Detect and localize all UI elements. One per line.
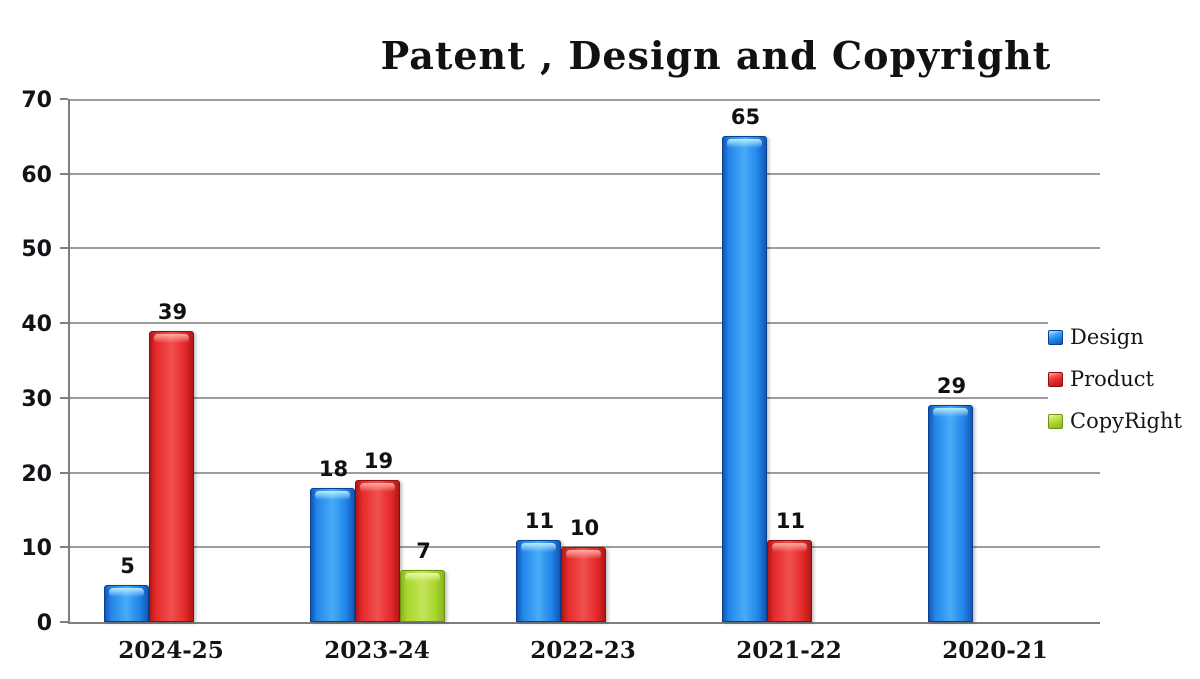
- bar-shine: [154, 334, 189, 343]
- bar-design-2023-24: [310, 488, 355, 622]
- y-axis-tick-20: [60, 472, 68, 474]
- bar-shine: [360, 483, 395, 492]
- legend: Design Product CopyRight: [1048, 316, 1186, 442]
- legend-swatch-design-icon: [1048, 329, 1063, 345]
- legend-label-copyright: CopyRight: [1070, 409, 1182, 433]
- bar-value-product-2021-22: 11: [775, 509, 806, 533]
- y-axis-label-50: 50: [21, 237, 52, 262]
- y-axis-tick-30: [60, 397, 68, 399]
- legend-item-product: Product: [1048, 358, 1186, 400]
- bar-design-2024-25: [104, 585, 149, 622]
- bar-shine: [405, 573, 440, 582]
- bar-value-design-2022-23: 11: [524, 509, 555, 533]
- bar-shine: [521, 543, 556, 552]
- y-axis-label-30: 30: [21, 387, 52, 412]
- y-axis-label-10: 10: [21, 536, 52, 561]
- x-axis-label-2024-25: 2024-25: [118, 637, 224, 664]
- chart-title: Patent , Design and Copyright: [380, 33, 1052, 78]
- y-axis-label-70: 70: [21, 88, 52, 113]
- bar-value-design-2023-24: 18: [318, 457, 349, 481]
- x-axis-label-2023-24: 2023-24: [324, 637, 430, 664]
- legend-label-product: Product: [1070, 367, 1154, 391]
- bar-shine: [315, 491, 350, 500]
- gridline-70: [70, 99, 1100, 101]
- y-axis-tick-60: [60, 173, 68, 175]
- legend-swatch-copyright-icon: [1048, 413, 1063, 429]
- bar-copyright-2023-24: [400, 570, 445, 622]
- bar-value-design-2024-25: 5: [120, 554, 135, 578]
- bar-design-2022-23: [516, 540, 561, 622]
- y-axis-tick-50: [60, 247, 68, 249]
- legend-label-design: Design: [1070, 325, 1144, 349]
- bar-value-product-2022-23: 10: [569, 516, 600, 540]
- bar-shine: [933, 408, 968, 417]
- y-axis-tick-0: [60, 621, 68, 623]
- gridline-40: [70, 322, 1100, 324]
- y-axis-label-20: 20: [21, 462, 52, 487]
- bar-value-product-2024-25: 39: [157, 300, 188, 324]
- bar-product-2022-23: [561, 547, 606, 622]
- x-axis-label-2022-23: 2022-23: [530, 637, 636, 664]
- bar-value-product-2023-24: 19: [363, 449, 394, 473]
- gridline-60: [70, 173, 1100, 175]
- bar-value-design-2021-22: 65: [730, 105, 761, 129]
- bar-product-2021-22: [767, 540, 812, 622]
- bar-product-2024-25: [149, 331, 194, 622]
- legend-swatch-product-icon: [1048, 371, 1063, 387]
- y-axis-tick-70: [60, 98, 68, 100]
- bar-value-design-2020-21: 29: [936, 374, 967, 398]
- bar-shine: [727, 139, 762, 148]
- legend-item-copyright: CopyRight: [1048, 400, 1186, 442]
- bar-design-2020-21: [928, 405, 973, 622]
- bar-design-2021-22: [722, 136, 767, 622]
- y-axis-label-60: 60: [21, 163, 52, 188]
- bar-product-2023-24: [355, 480, 400, 622]
- bar-shine: [109, 588, 144, 597]
- gridline-50: [70, 247, 1100, 249]
- y-axis-tick-10: [60, 546, 68, 548]
- y-axis-label-0: 0: [36, 611, 52, 636]
- y-axis-label-40: 40: [21, 312, 52, 337]
- bar-shine: [772, 543, 807, 552]
- x-axis-label-2020-21: 2020-21: [942, 637, 1048, 664]
- y-axis-tick-40: [60, 322, 68, 324]
- bar-shine: [566, 550, 601, 559]
- gridline-30: [70, 397, 1100, 399]
- legend-item-design: Design: [1048, 316, 1186, 358]
- bar-value-copyright-2023-24: 7: [416, 539, 431, 563]
- x-axis-label-2021-22: 2021-22: [736, 637, 842, 664]
- gridline-20: [70, 472, 1100, 474]
